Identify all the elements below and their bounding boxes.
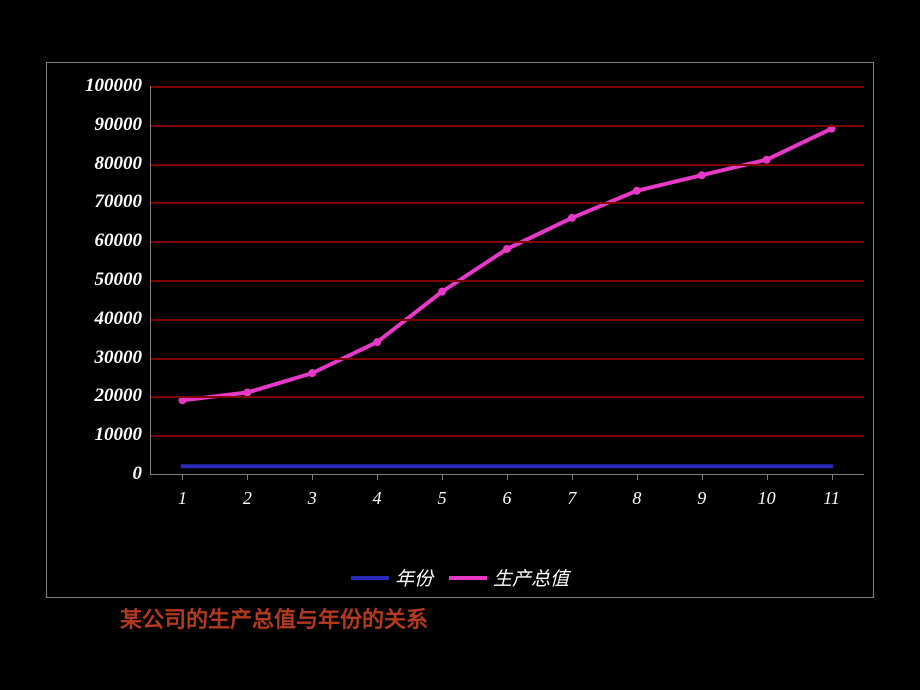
y-tick-label: 20000 (52, 385, 142, 407)
series-marker (243, 389, 251, 397)
y-tick-label: 60000 (52, 230, 142, 252)
y-tick-label: 90000 (52, 114, 142, 136)
y-tick-label: 10000 (52, 424, 142, 446)
x-tick-label: 7 (557, 488, 587, 509)
gridline (150, 396, 864, 398)
y-tick-label: 80000 (52, 153, 142, 175)
gridline (150, 164, 864, 166)
chart-caption: 某公司的生产总值与年份的关系 (120, 602, 428, 634)
y-tick-label: 0 (52, 463, 142, 485)
gridline (150, 358, 864, 360)
x-tick-label: 4 (362, 488, 392, 509)
x-tick-label: 8 (622, 488, 652, 509)
gridline (150, 202, 864, 204)
x-tick-mark (312, 474, 313, 480)
legend-item: 生产总值 (449, 564, 569, 591)
series-marker (568, 214, 576, 222)
x-tick-label: 1 (167, 488, 197, 509)
y-tick-label: 30000 (52, 347, 142, 369)
y-axis-line (150, 86, 151, 474)
y-tick-label: 70000 (52, 191, 142, 213)
y-tick-label: 100000 (52, 75, 142, 97)
series-marker (763, 156, 771, 164)
x-tick-label: 3 (297, 488, 327, 509)
series-marker (308, 369, 316, 377)
y-tick-label: 50000 (52, 269, 142, 291)
chart-page: 0 10000 20000 30000 40000 50000 60000 70000 8000… (0, 0, 920, 690)
x-tick-mark (767, 474, 768, 480)
x-tick-mark (247, 474, 248, 480)
x-tick-label: 5 (427, 488, 457, 509)
x-tick-mark (832, 474, 833, 480)
series-marker (438, 288, 446, 296)
legend: 年份 生产总值 (0, 564, 920, 591)
legend-label: 年份 (395, 564, 433, 591)
x-tick-mark (637, 474, 638, 480)
x-tick-mark (572, 474, 573, 480)
x-tick-mark (182, 474, 183, 480)
x-tick-mark (702, 474, 703, 480)
x-tick-mark (507, 474, 508, 480)
legend-label: 生产总值 (493, 564, 569, 591)
x-tick-label: 9 (687, 488, 717, 509)
series-marker (633, 187, 641, 195)
gridline (150, 86, 864, 88)
gridline (150, 319, 864, 321)
gridline (150, 280, 864, 282)
x-tick-label: 6 (492, 488, 522, 509)
series-marker (373, 338, 381, 346)
x-tick-mark (377, 474, 378, 480)
gridline (150, 435, 864, 437)
x-tick-label: 2 (232, 488, 262, 509)
gridline (150, 125, 864, 127)
x-tick-label: 10 (752, 488, 782, 509)
x-tick-mark (442, 474, 443, 480)
series-marker (698, 171, 706, 179)
y-tick-label: 40000 (52, 308, 142, 330)
series-marker (503, 245, 511, 253)
gridline (150, 241, 864, 243)
legend-item: 年份 (351, 564, 433, 591)
legend-swatch (449, 576, 487, 580)
x-tick-label: 11 (817, 488, 847, 509)
legend-swatch (351, 576, 389, 580)
